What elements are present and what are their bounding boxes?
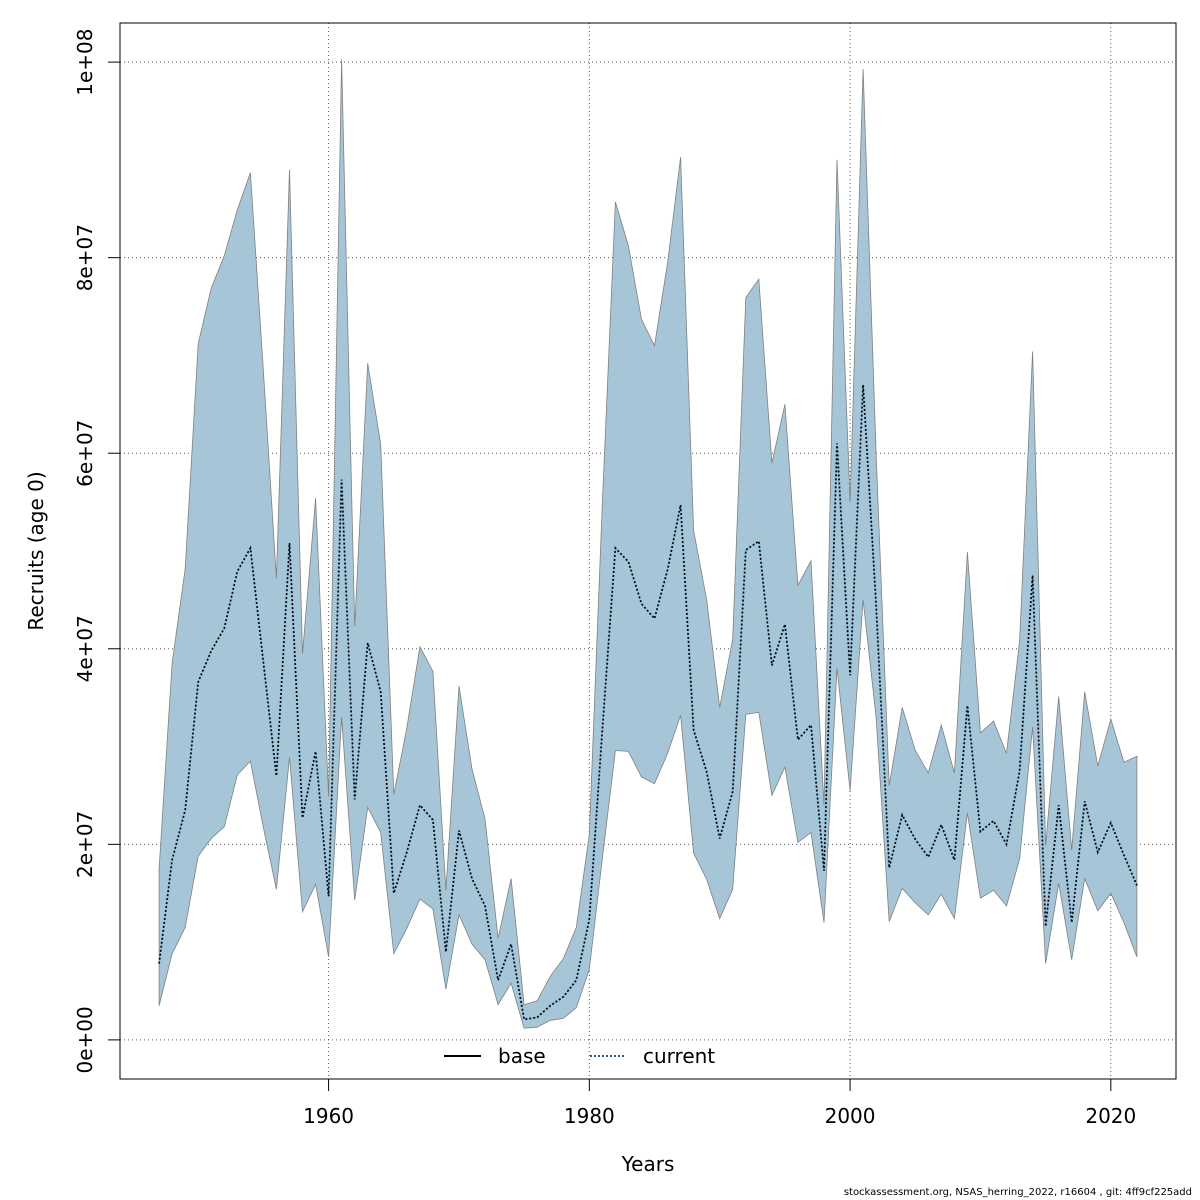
legend-base-label: base <box>498 1044 546 1068</box>
legend-current-label: current <box>643 1044 715 1068</box>
band-area <box>158 59 1138 1029</box>
y-tick-label-0: 0e+00 <box>73 1006 97 1073</box>
x-axis-label: Years <box>621 1152 675 1176</box>
y-tick-label-2: 4e+07 <box>73 615 97 682</box>
y-tick-label-4: 8e+07 <box>73 224 97 291</box>
y-tick-label-3: 6e+07 <box>73 420 97 487</box>
x-axis: 1960 1980 2000 2020 <box>303 1079 1136 1128</box>
legend: base current <box>444 1044 715 1068</box>
series-lines <box>158 384 1138 1021</box>
confidence-band <box>158 59 1138 1029</box>
footer-credit: stockassessment.org, NSAS_herring_2022, … <box>843 1187 1192 1198</box>
y-axis-label: Recruits (age 0) <box>24 471 48 630</box>
y-tick-label-5: 1e+08 <box>73 28 97 95</box>
x-tick-label-1: 1980 <box>564 1104 615 1128</box>
y-axis: 0e+00 2e+07 4e+07 6e+07 8e+07 1e+08 <box>73 28 120 1074</box>
x-tick-label-2: 2000 <box>825 1104 876 1128</box>
x-tick-label-0: 1960 <box>303 1104 354 1128</box>
series-line-current-overlay <box>158 384 1138 1021</box>
y-tick-label-1: 2e+07 <box>73 811 97 878</box>
plot-frame <box>119 22 1177 1080</box>
x-tick-label-3: 2020 <box>1085 1104 1136 1128</box>
